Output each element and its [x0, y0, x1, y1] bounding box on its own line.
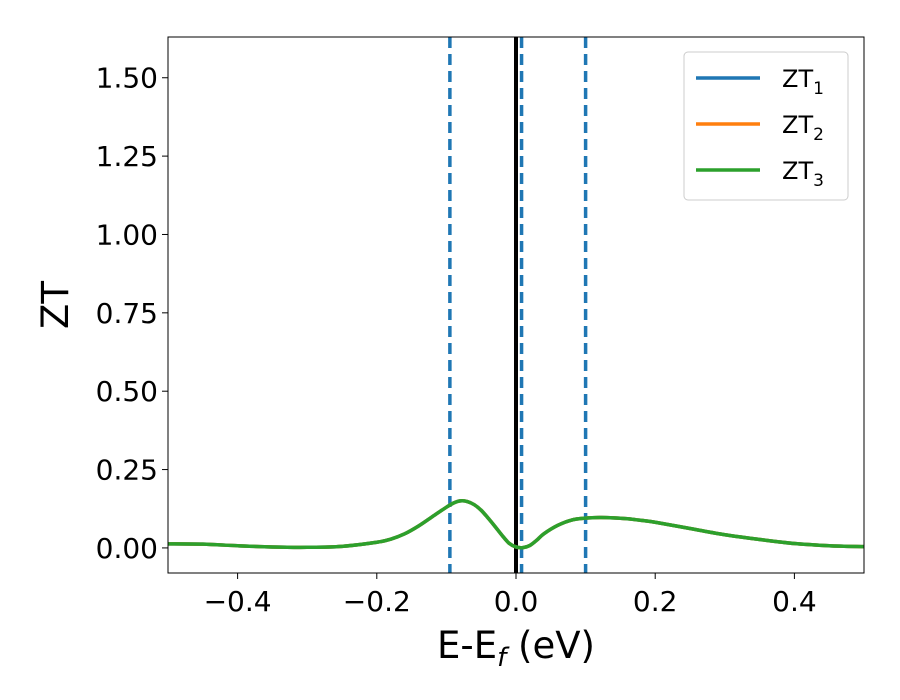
y-axis: 0.00 0.25 0.50 0.75 1.00 1.25 1.50 — [96, 62, 168, 565]
x-tick-label: −0.2 — [343, 585, 411, 618]
x-axis-title: E-Ef (eV) — [437, 624, 595, 673]
x-axis: −0.4 −0.2 0.0 0.2 0.4 — [204, 573, 817, 618]
y-axis-title: ZT — [34, 281, 77, 329]
plot-lines — [168, 37, 864, 573]
x-tick-label: 0.4 — [772, 585, 817, 618]
y-tick-label: 0.25 — [96, 454, 158, 487]
y-tick-label: 1.00 — [96, 218, 158, 251]
x-tick-label: 0.0 — [494, 585, 539, 618]
legend-frame — [683, 51, 849, 201]
x-tick-label: −0.4 — [204, 585, 272, 618]
y-tick-label: 0.50 — [96, 375, 158, 408]
x-tick-label: 0.2 — [633, 585, 678, 618]
plot-area — [167, 36, 865, 574]
y-tick-label: 1.50 — [96, 62, 158, 95]
y-tick-label: 1.25 — [96, 140, 158, 173]
legend-label-zt1: ZT1 — [782, 65, 824, 99]
legend-label-zt2: ZT2 — [782, 111, 824, 145]
legend: ZT1 ZT2 ZT3 — [683, 51, 849, 201]
legend-label-zt3: ZT3 — [782, 157, 824, 191]
y-tick-label: 0.00 — [96, 532, 158, 565]
y-tick-label: 0.75 — [96, 297, 158, 330]
series-line-zt3 — [168, 499, 864, 550]
